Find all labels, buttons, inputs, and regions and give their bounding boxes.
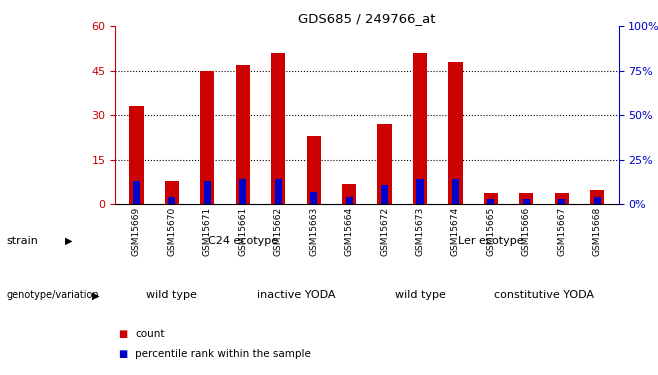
Text: ▶: ▶ xyxy=(65,236,73,246)
Bar xyxy=(413,53,427,204)
Text: constitutive YODA: constitutive YODA xyxy=(494,290,594,300)
Bar xyxy=(274,180,282,204)
Bar xyxy=(164,181,179,204)
Text: wild type: wild type xyxy=(147,290,197,300)
Bar xyxy=(130,106,143,204)
Text: Ler ecotype: Ler ecotype xyxy=(458,236,524,246)
Bar xyxy=(484,192,498,204)
Bar xyxy=(448,62,463,204)
Bar xyxy=(133,181,140,204)
Bar xyxy=(452,180,459,204)
Bar xyxy=(488,199,494,204)
Bar xyxy=(200,71,215,204)
Bar xyxy=(342,184,356,204)
Bar xyxy=(204,181,211,204)
Title: GDS685 / 249766_at: GDS685 / 249766_at xyxy=(298,12,436,25)
Bar xyxy=(310,192,317,204)
Text: genotype/variation: genotype/variation xyxy=(7,290,99,300)
Text: ■: ■ xyxy=(118,350,128,359)
Bar xyxy=(240,180,246,204)
Text: ▶: ▶ xyxy=(91,290,99,300)
Bar xyxy=(523,199,530,204)
Bar xyxy=(307,136,320,204)
Text: C24 ecotype: C24 ecotype xyxy=(208,236,278,246)
Text: wild type: wild type xyxy=(395,290,445,300)
Bar xyxy=(555,192,569,204)
Bar xyxy=(378,124,392,204)
Bar xyxy=(236,65,250,204)
Text: ■: ■ xyxy=(118,329,128,339)
Bar xyxy=(594,197,601,204)
Bar xyxy=(590,189,604,204)
Bar xyxy=(345,197,353,204)
Text: count: count xyxy=(135,329,164,339)
Bar xyxy=(519,192,534,204)
Bar xyxy=(381,185,388,204)
Bar xyxy=(271,53,286,204)
Text: percentile rank within the sample: percentile rank within the sample xyxy=(135,350,311,359)
Text: inactive YODA: inactive YODA xyxy=(257,290,335,300)
Bar xyxy=(558,199,565,204)
Text: strain: strain xyxy=(7,236,38,246)
Bar xyxy=(168,197,176,204)
Bar xyxy=(417,180,424,204)
